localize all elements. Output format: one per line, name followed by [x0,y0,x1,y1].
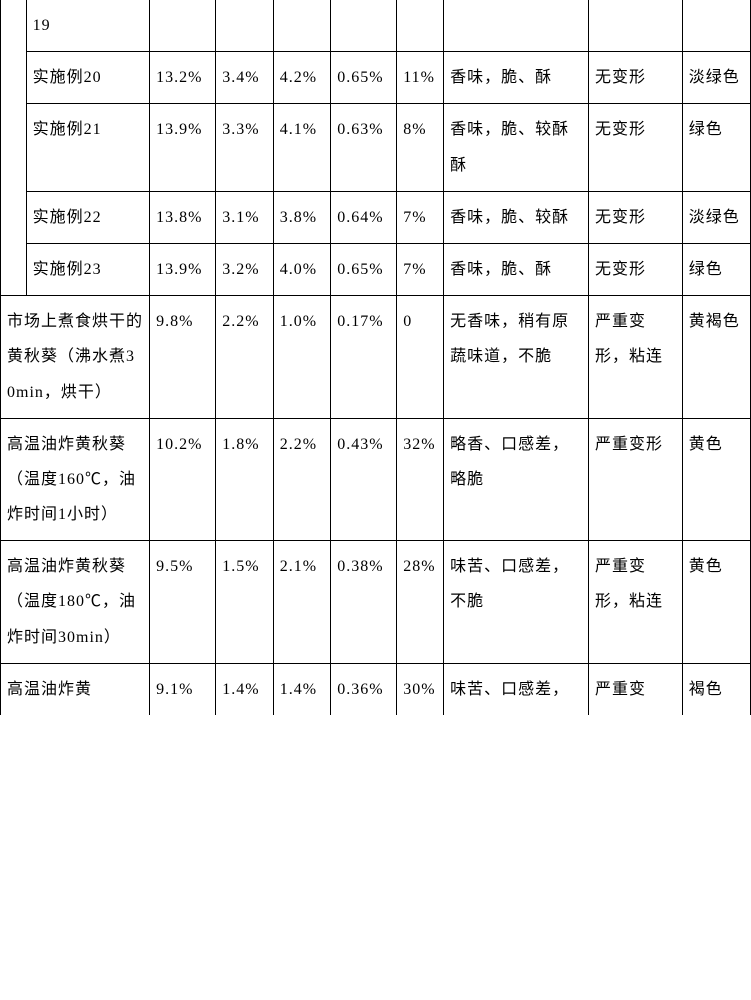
spacer-cell [1,191,27,243]
row-label: 实施例23 [26,243,150,295]
col-def: 无变形 [589,243,683,295]
col-p2: 3.1% [216,191,274,243]
col-p5: 11% [397,52,444,104]
col-color: 黄色 [682,541,750,664]
col-p3 [273,0,331,52]
table-row: 市场上煮食烘干的黄秋葵（沸水煮30min，烘干）9.8%2.2%1.0%0.17… [1,296,751,419]
col-p4: 0.36% [331,663,397,715]
col-p2 [216,0,274,52]
col-p5: 0 [397,296,444,419]
col-p5: 28% [397,541,444,664]
col-p1: 13.9% [150,104,216,191]
data-table: 19实施例2013.2%3.4%4.2%0.65%11%香味，脆、酥无变形淡绿色… [0,0,751,715]
col-p4: 0.43% [331,418,397,541]
col-desc: 无香味，稍有原蔬味道，不脆 [444,296,589,419]
col-desc: 味苦、口感差， [444,663,589,715]
col-def: 严重变形，粘连 [589,296,683,419]
col-p2: 3.2% [216,243,274,295]
col-p4 [331,0,397,52]
table-row: 实施例2113.9%3.3%4.1%0.63%8%香味，脆、较酥酥无变形绿色 [1,104,751,191]
col-desc: 味苦、口感差，不脆 [444,541,589,664]
col-p1 [150,0,216,52]
spacer-cell [1,0,27,52]
col-color: 淡绿色 [682,52,750,104]
table-row: 高温油炸黄秋葵（温度180℃，油炸时间30min）9.5%1.5%2.1%0.3… [1,541,751,664]
col-p3: 4.1% [273,104,331,191]
col-p5: 30% [397,663,444,715]
col-color: 黄色 [682,418,750,541]
col-def: 严重变形 [589,418,683,541]
row-label: 实施例20 [26,52,150,104]
col-color: 黄褐色 [682,296,750,419]
col-p4: 0.38% [331,541,397,664]
col-p5 [397,0,444,52]
col-p3: 4.2% [273,52,331,104]
col-p3: 2.1% [273,541,331,664]
col-p5: 32% [397,418,444,541]
spacer-cell [1,52,27,104]
table-body: 19实施例2013.2%3.4%4.2%0.65%11%香味，脆、酥无变形淡绿色… [1,0,751,715]
col-p4: 0.65% [331,52,397,104]
spacer-cell [1,243,27,295]
col-desc: 香味，脆、酥 [444,52,589,104]
table-row: 实施例2013.2%3.4%4.2%0.65%11%香味，脆、酥无变形淡绿色 [1,52,751,104]
col-p4: 0.17% [331,296,397,419]
table-row: 实施例2313.9%3.2%4.0%0.65%7%香味，脆、酥无变形绿色 [1,243,751,295]
col-p3: 4.0% [273,243,331,295]
col-desc: 略香、口感差，略脆 [444,418,589,541]
col-p1: 13.8% [150,191,216,243]
col-p5: 8% [397,104,444,191]
col-p4: 0.65% [331,243,397,295]
col-def [589,0,683,52]
col-def: 无变形 [589,104,683,191]
row-label: 高温油炸黄秋葵（温度160℃，油炸时间1小时） [1,418,150,541]
table-row: 高温油炸黄秋葵（温度160℃，油炸时间1小时）10.2%1.8%2.2%0.43… [1,418,751,541]
col-desc: 香味，脆、较酥 [444,191,589,243]
row-label: 市场上煮食烘干的黄秋葵（沸水煮30min，烘干） [1,296,150,419]
col-p1: 13.9% [150,243,216,295]
col-p5: 7% [397,243,444,295]
col-desc [444,0,589,52]
col-p2: 1.4% [216,663,274,715]
col-color: 绿色 [682,243,750,295]
col-p2: 3.4% [216,52,274,104]
col-p1: 9.5% [150,541,216,664]
col-def: 严重变 [589,663,683,715]
col-p1: 9.8% [150,296,216,419]
table-row: 19 [1,0,751,52]
col-color: 绿色 [682,104,750,191]
col-p2: 1.8% [216,418,274,541]
col-p3: 1.0% [273,296,331,419]
col-p3: 3.8% [273,191,331,243]
table-row: 高温油炸黄9.1%1.4%1.4%0.36%30%味苦、口感差，严重变褐色 [1,663,751,715]
table-row: 实施例2213.8%3.1%3.8%0.64%7%香味，脆、较酥无变形淡绿色 [1,191,751,243]
col-p1: 9.1% [150,663,216,715]
col-p4: 0.63% [331,104,397,191]
spacer-cell [1,104,27,191]
col-color: 褐色 [682,663,750,715]
col-desc: 香味，脆、酥 [444,243,589,295]
row-label: 高温油炸黄 [1,663,150,715]
col-p3: 1.4% [273,663,331,715]
col-def: 无变形 [589,52,683,104]
col-def: 严重变形，粘连 [589,541,683,664]
col-p1: 10.2% [150,418,216,541]
col-desc: 香味，脆、较酥酥 [444,104,589,191]
col-color: 淡绿色 [682,191,750,243]
row-label: 实施例22 [26,191,150,243]
row-label: 实施例21 [26,104,150,191]
col-p2: 2.2% [216,296,274,419]
row-label: 高温油炸黄秋葵（温度180℃，油炸时间30min） [1,541,150,664]
col-p2: 3.3% [216,104,274,191]
row-label: 19 [26,0,150,52]
col-color [682,0,750,52]
col-p4: 0.64% [331,191,397,243]
col-p1: 13.2% [150,52,216,104]
col-p2: 1.5% [216,541,274,664]
col-def: 无变形 [589,191,683,243]
col-p5: 7% [397,191,444,243]
col-p3: 2.2% [273,418,331,541]
